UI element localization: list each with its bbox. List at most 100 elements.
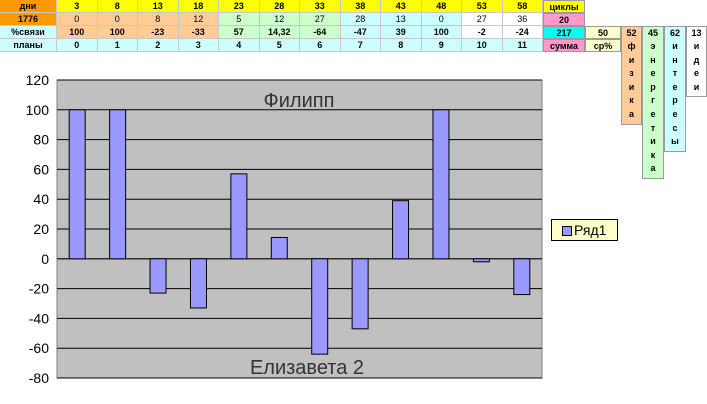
table-cell: 13 <box>381 13 422 26</box>
table-cell: 38 <box>340 0 381 13</box>
table-cell: 0 <box>97 13 138 26</box>
y-tick-label: 0 <box>41 251 49 267</box>
table-cell: 14,32 <box>259 26 300 39</box>
table-cell: 57 <box>219 26 260 39</box>
vertical-letter: н <box>672 54 678 65</box>
y-tick-label: 100 <box>26 102 50 118</box>
cycles-label: циклы <box>543 0 585 13</box>
table-cell: 2 <box>138 39 179 52</box>
bar <box>472 258 490 263</box>
vertical-value: 13 <box>691 28 702 38</box>
vertical-value: 45 <box>647 28 658 38</box>
vertical-column: 62 и н т е р е с ы <box>664 26 686 152</box>
vertical-letter: к <box>650 149 656 160</box>
y-tick-label: 20 <box>33 221 49 237</box>
table-cell: 36 <box>502 13 543 26</box>
table-cell: 0 <box>57 39 98 52</box>
y-tick-label: -40 <box>29 310 49 326</box>
table-cell: -47 <box>340 26 381 39</box>
bar <box>270 236 288 260</box>
bar <box>189 258 207 309</box>
table-cell: -24 <box>502 26 543 39</box>
vertical-letter: ы <box>671 136 679 147</box>
table-cell: 8 <box>97 0 138 13</box>
y-tick-label: 80 <box>33 132 49 148</box>
vertical-letter: и <box>650 136 656 147</box>
vertical-letter: и <box>672 41 678 51</box>
row-label: 1776 <box>0 13 57 26</box>
table-row: дни 3 8 13 18 23 28 33 38 43 48 53 58 <box>0 0 544 13</box>
vertical-letter: и <box>628 54 635 65</box>
table-cell: 7 <box>340 39 381 52</box>
table-cell: 8 <box>381 39 422 52</box>
vertical-letter: з <box>629 68 634 79</box>
y-tick-label: 60 <box>33 161 49 177</box>
vertical-letter: р <box>672 95 678 106</box>
table-cell: 5 <box>219 13 260 26</box>
legend-swatch <box>562 226 572 236</box>
table-cell: 100 <box>97 26 138 39</box>
vertical-letter: а <box>628 108 634 119</box>
vertical-letter: к <box>629 95 634 106</box>
table-cell: -2 <box>462 26 503 39</box>
vertical-value: 52 <box>626 28 637 38</box>
table-cell: -64 <box>300 26 341 39</box>
vertical-letter: т <box>650 122 656 133</box>
vertical-letter: ф <box>627 41 636 51</box>
table-cell: 43 <box>381 0 422 13</box>
avg-label: ср% <box>585 39 621 52</box>
table-cell: 18 <box>178 0 219 13</box>
table-cell: 53 <box>462 0 503 13</box>
table-cell: 8 <box>138 13 179 26</box>
table-cell: 3 <box>178 39 219 52</box>
table-cell: 28 <box>259 0 300 13</box>
y-tick-label: -60 <box>29 340 49 356</box>
table-cell: 12 <box>178 13 219 26</box>
vertical-letter: и <box>693 41 700 51</box>
bar <box>230 173 248 260</box>
bar <box>432 109 450 260</box>
table-cell: 1 <box>97 39 138 52</box>
y-tick-label: -80 <box>29 370 49 386</box>
vertical-letter: д <box>693 54 700 65</box>
bar <box>311 258 329 355</box>
table-cell: 23 <box>219 0 260 13</box>
table-cell: 28 <box>340 13 381 26</box>
table-cell: 13 <box>138 0 179 13</box>
table-row: %связи 100 100 -23 -33 57 14,32 -64 -47 39 100 -2 -2… <box>0 26 544 39</box>
y-tick-label: 120 <box>26 72 50 88</box>
row-label: планы <box>0 39 57 52</box>
vertical-letter: е <box>672 108 678 119</box>
table-cell: 0 <box>57 13 98 26</box>
table-cell: -33 <box>178 26 219 39</box>
table-cell: 11 <box>502 39 543 52</box>
vertical-letter: и <box>628 81 635 92</box>
sum-label: сумма <box>543 39 585 52</box>
table-cell: 39 <box>381 26 422 39</box>
vertical-letter: а <box>650 163 656 174</box>
y-tick-label: -20 <box>29 281 49 297</box>
row-label: дни <box>0 0 57 13</box>
bar <box>68 109 86 260</box>
table-cell: 12 <box>259 13 300 26</box>
vertical-letter: г <box>651 95 655 106</box>
table-row: 1776 0 0 8 12 5 12 27 28 13 0 27 36 <box>0 13 544 26</box>
chart-title: Филипп <box>264 90 335 112</box>
table-cell: 33 <box>300 0 341 13</box>
table-cell: 27 <box>300 13 341 26</box>
table-cell: 100 <box>57 26 98 39</box>
vertical-letter: н <box>650 54 656 65</box>
bar-chart: -80 -60 -40 -20 0 20 40 60 80 100 120 Филипп Елиза… <box>26 72 543 386</box>
vertical-letter: э <box>650 41 656 51</box>
pct-sum: 217 <box>543 26 585 39</box>
vertical-letter: е <box>693 68 699 79</box>
bar <box>351 258 369 330</box>
table-cell: 5 <box>259 39 300 52</box>
chart-legend: Ряд1 <box>551 219 618 241</box>
legend-label: Ряд1 <box>574 222 607 238</box>
chart-subtitle: Елизавета 2 <box>250 357 364 379</box>
vertical-value: 62 <box>669 28 680 38</box>
vertical-letter: е <box>650 108 656 119</box>
table-row: планы 0 1 2 3 4 5 6 7 8 9 10 11 <box>0 39 544 52</box>
row-label: %связи <box>0 26 57 39</box>
